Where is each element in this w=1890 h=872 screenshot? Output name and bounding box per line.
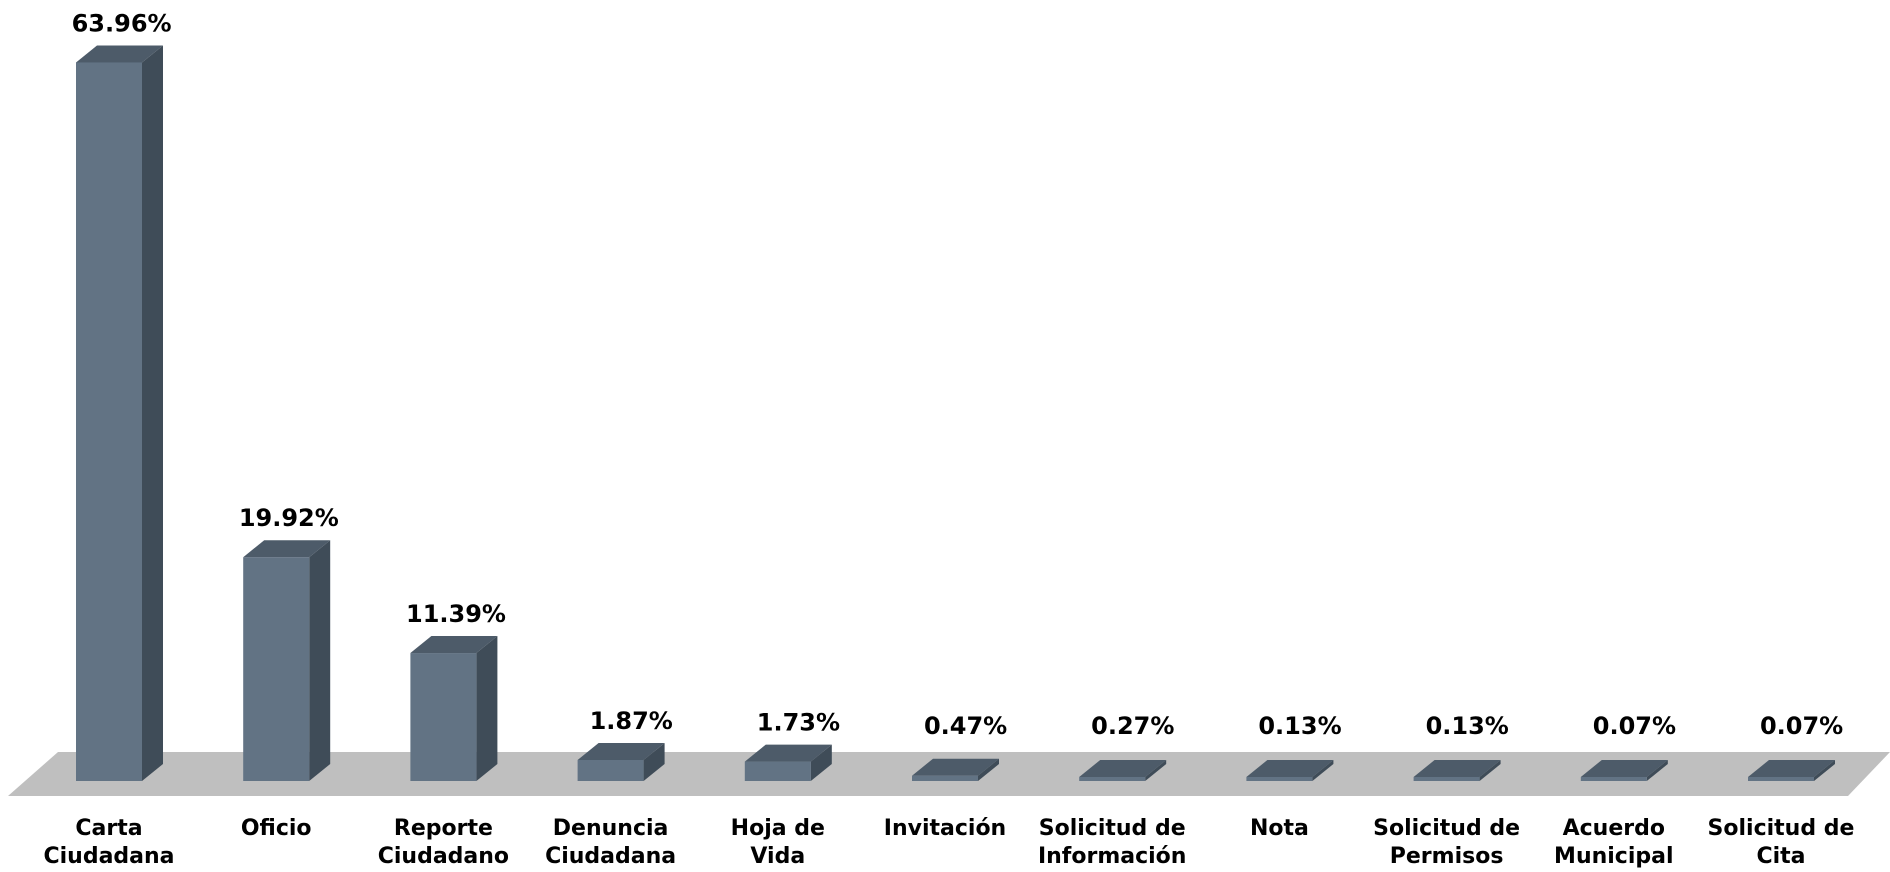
category-label-line: Cita bbox=[1756, 844, 1805, 869]
bar-top bbox=[243, 540, 331, 558]
bar-side bbox=[643, 742, 665, 781]
category-label-line: Invitación bbox=[884, 816, 1006, 841]
bar-group bbox=[243, 540, 331, 781]
category-label-line: Reporte bbox=[394, 816, 493, 841]
bar bbox=[1246, 777, 1313, 781]
bar-group bbox=[744, 744, 832, 781]
category-label-line: Solicitud de bbox=[1373, 816, 1520, 841]
bar-group bbox=[1748, 760, 1835, 781]
category-label: Solicitud de Permisos bbox=[1373, 816, 1520, 869]
data-label: 11.39% bbox=[406, 600, 506, 628]
data-label: 0.47% bbox=[924, 712, 1007, 740]
bar-group bbox=[912, 758, 999, 781]
data-label: 0.07% bbox=[1593, 712, 1676, 740]
bar-side bbox=[1814, 760, 1835, 781]
bar-top bbox=[1246, 760, 1334, 777]
bar bbox=[410, 653, 477, 781]
bar-side bbox=[978, 758, 999, 781]
category-label: Nota bbox=[1250, 816, 1309, 841]
category-label: Carta Ciudadana bbox=[43, 816, 174, 869]
data-label: 19.92% bbox=[239, 504, 339, 532]
bar bbox=[1580, 777, 1647, 781]
category-label-line: Municipal bbox=[1554, 844, 1673, 869]
bar-top bbox=[1580, 760, 1668, 777]
bar-side bbox=[1479, 760, 1501, 781]
bar-group bbox=[1079, 760, 1167, 781]
bars-layer bbox=[76, 45, 1835, 781]
category-label-line: Carta bbox=[75, 816, 142, 841]
bar-group bbox=[76, 45, 163, 781]
bar-side bbox=[142, 45, 163, 781]
category-labels-layer: Carta Ciudadana Oficio Reporte Ciudadano Denu… bbox=[43, 816, 1854, 869]
data-label: 1.73% bbox=[757, 709, 840, 737]
category-label: Reporte Ciudadano bbox=[378, 816, 509, 869]
category-label: Invitación bbox=[884, 816, 1006, 841]
bar-group bbox=[577, 742, 665, 781]
data-label: 1.87% bbox=[590, 707, 673, 735]
category-label: Solicitud de Información bbox=[1038, 816, 1187, 869]
data-label: 0.27% bbox=[1091, 712, 1174, 740]
bar bbox=[912, 775, 978, 781]
category-label: Oficio bbox=[241, 816, 312, 841]
bar bbox=[1748, 777, 1814, 781]
bar-top bbox=[410, 636, 498, 654]
bar-top bbox=[1413, 760, 1501, 777]
bar-side bbox=[476, 636, 498, 781]
bar-group bbox=[1413, 760, 1501, 781]
bar-top bbox=[577, 742, 665, 760]
data-label: 0.13% bbox=[1426, 712, 1509, 740]
category-label-line: Solicitud de bbox=[1708, 816, 1855, 841]
bar-top bbox=[76, 45, 163, 63]
bar-group bbox=[1580, 760, 1668, 781]
category-label-line: Oficio bbox=[241, 816, 312, 841]
category-label-line: Hoja de bbox=[731, 816, 825, 841]
bar bbox=[1079, 777, 1146, 781]
category-label-line: Permisos bbox=[1390, 844, 1504, 869]
bar bbox=[577, 759, 644, 781]
category-label: Acuerdo Municipal bbox=[1554, 816, 1673, 869]
category-label-line: Ciudadana bbox=[43, 844, 174, 869]
bar bbox=[1413, 777, 1480, 781]
data-label: 0.07% bbox=[1760, 712, 1843, 740]
category-label: Hoja de Vida bbox=[731, 816, 825, 869]
bar-side bbox=[1646, 760, 1668, 781]
category-label: Solicitud de Cita bbox=[1708, 816, 1855, 869]
category-label-line: Denuncia bbox=[553, 816, 669, 841]
bar bbox=[744, 761, 811, 781]
category-label-line: Nota bbox=[1250, 816, 1309, 841]
category-label-line: Información bbox=[1038, 844, 1187, 869]
data-label: 0.13% bbox=[1258, 712, 1341, 740]
bar-side bbox=[810, 744, 832, 781]
bar-top bbox=[1748, 760, 1835, 777]
data-label: 63.96% bbox=[72, 9, 172, 37]
category-label-line: Vida bbox=[750, 844, 805, 869]
bar-top bbox=[912, 758, 999, 776]
category-label-line: Ciudadano bbox=[378, 844, 509, 869]
bar-side bbox=[1145, 760, 1167, 781]
bar-side bbox=[1312, 760, 1334, 781]
category-label-line: Solicitud de bbox=[1039, 816, 1186, 841]
bar-group bbox=[410, 636, 498, 781]
bar-top bbox=[744, 744, 832, 762]
value-labels-layer: 63.96% 19.92% 11.39% 1.87% 1.73% 0.47% 0.27% 0.… bbox=[72, 9, 1844, 740]
bar bbox=[76, 62, 142, 781]
category-label: Denuncia Ciudadana bbox=[545, 816, 676, 869]
category-label-line: Ciudadana bbox=[545, 844, 676, 869]
bar-side bbox=[309, 540, 331, 781]
category-label-line: Acuerdo bbox=[1563, 816, 1665, 841]
bar bbox=[243, 557, 310, 781]
bar-top bbox=[1079, 760, 1167, 777]
bar-group bbox=[1246, 760, 1334, 781]
